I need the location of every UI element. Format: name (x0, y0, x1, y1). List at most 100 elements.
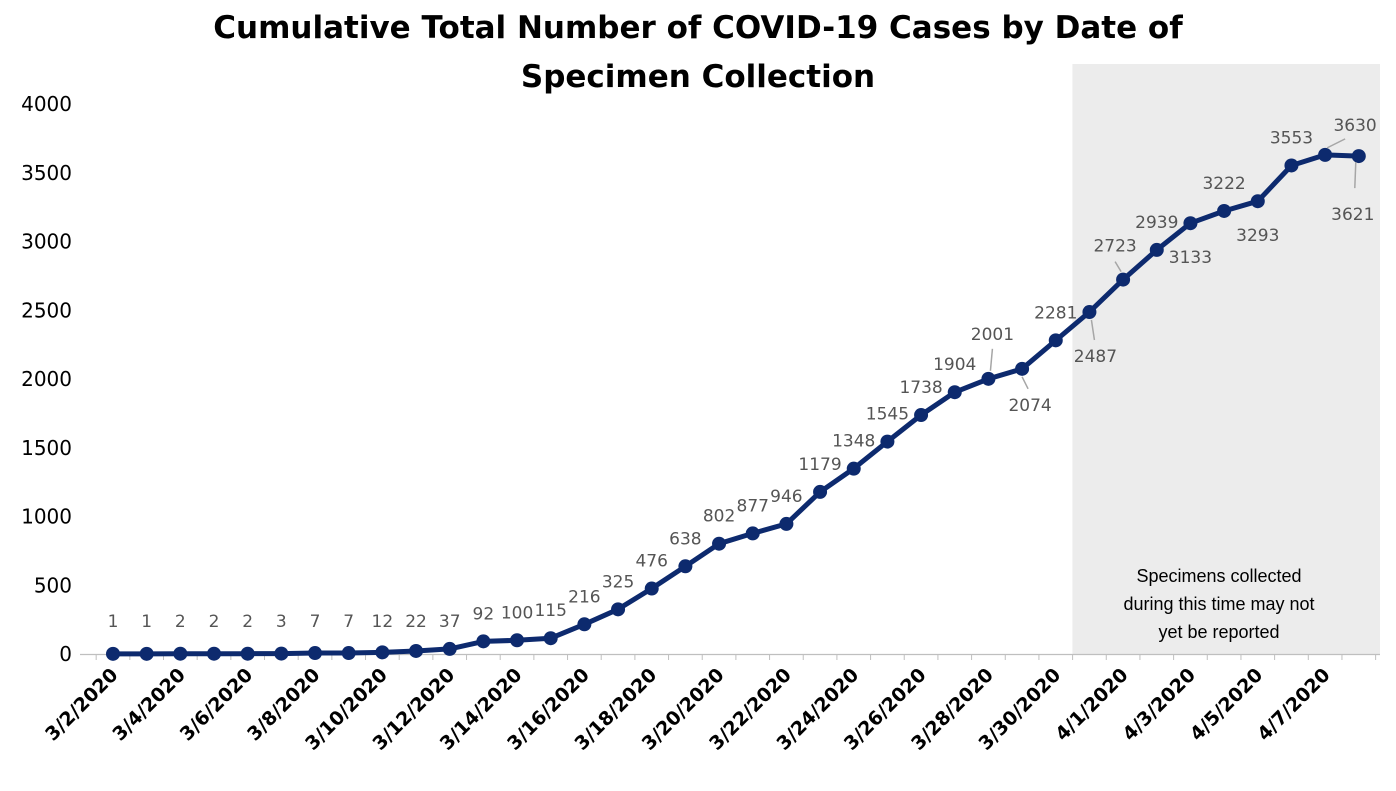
data-label: 216 (568, 587, 600, 607)
data-label: 3553 (1270, 128, 1313, 148)
data-label: 3222 (1202, 174, 1245, 194)
data-label: 3293 (1236, 226, 1279, 246)
data-point (644, 581, 659, 596)
data-label: 3630 (1333, 116, 1376, 136)
data-point (611, 602, 626, 617)
data-point (409, 643, 424, 658)
data-point (1082, 305, 1097, 320)
data-label: 2281 (1034, 303, 1077, 323)
data-point (476, 634, 491, 649)
data-label: 1348 (832, 432, 875, 452)
unreported-period-shading (1072, 64, 1380, 654)
data-label: 2001 (971, 325, 1014, 345)
data-point (981, 371, 996, 386)
data-label: 2723 (1093, 237, 1136, 257)
data-label: 22 (405, 612, 427, 632)
y-tick-label: 3000 (21, 230, 72, 254)
chart-title-line-2: Specimen Collection (521, 59, 875, 95)
y-axis-ticks: 0 500 1000 1500 2000 2500 3000 3500 4000 (21, 92, 72, 666)
data-label: 115 (534, 601, 566, 621)
y-tick-label: 3500 (21, 161, 72, 185)
data-point (173, 646, 188, 661)
data-point (678, 559, 693, 574)
data-label: 2 (209, 612, 220, 632)
leader-line (1021, 376, 1029, 390)
data-label: 2 (242, 612, 253, 632)
data-label: 1738 (899, 378, 942, 398)
data-label: 638 (669, 529, 701, 549)
data-point (1250, 194, 1265, 209)
data-label: 1 (108, 612, 119, 632)
data-point (1015, 361, 1030, 376)
data-point (308, 646, 323, 661)
y-tick-label: 2500 (21, 298, 72, 322)
data-point (510, 633, 525, 648)
series-cumulative-cases (106, 147, 1366, 661)
data-point (274, 646, 289, 661)
data-label: 92 (473, 604, 495, 624)
data-label: 946 (770, 487, 802, 507)
data-point (914, 408, 929, 423)
shaded-note-line-2: during this time may not (1123, 594, 1314, 614)
data-point (1048, 333, 1063, 348)
data-point (106, 646, 120, 661)
data-point (207, 646, 222, 661)
data-point (846, 461, 861, 476)
leader-line (1114, 261, 1122, 272)
data-point (375, 645, 390, 660)
data-point (745, 526, 760, 541)
data-point (139, 646, 154, 661)
data-point (543, 631, 558, 646)
data-point (1318, 147, 1333, 162)
shaded-note-line-3: yet be reported (1158, 622, 1279, 642)
data-point (813, 484, 828, 499)
shaded-note-line-1: Specimens collected (1136, 566, 1301, 586)
data-point (341, 646, 356, 661)
data-label: 3 (276, 612, 287, 632)
data-label: 1179 (798, 455, 841, 475)
data-label: 476 (635, 552, 667, 572)
y-tick-label: 1500 (21, 436, 72, 460)
y-tick-label: 4000 (21, 92, 72, 116)
y-tick-label: 2000 (21, 367, 72, 391)
y-tick-label: 500 (34, 573, 72, 597)
data-label: 2 (175, 612, 186, 632)
data-label: 7 (310, 612, 321, 632)
data-point (947, 385, 962, 400)
data-point (240, 646, 255, 661)
data-label: 2074 (1008, 396, 1051, 416)
data-point (880, 434, 895, 449)
y-tick-label: 0 (59, 642, 72, 666)
leader-line (1354, 162, 1357, 189)
data-labels: 1 1 2 2 2 3 7 7 12 22 37 92 100 115216325476638802877… (108, 116, 1377, 632)
data-label: 877 (737, 496, 769, 516)
data-label: 7 (343, 612, 354, 632)
data-point (712, 536, 727, 551)
data-label: 3133 (1169, 248, 1212, 268)
data-label: 802 (703, 507, 735, 527)
leader-line (989, 348, 994, 371)
data-point (1351, 149, 1366, 164)
data-point (442, 641, 457, 656)
data-label: 37 (439, 612, 461, 632)
data-label: 1 (141, 612, 152, 632)
data-label: 325 (602, 572, 634, 592)
data-point (1217, 203, 1232, 218)
data-point (577, 617, 592, 632)
data-point (779, 516, 794, 531)
data-label: 2487 (1074, 347, 1117, 367)
data-label: 3621 (1331, 205, 1374, 225)
data-point (1284, 158, 1299, 173)
data-point (1149, 242, 1164, 257)
data-label: 1904 (933, 355, 976, 375)
leader-line (1326, 138, 1346, 149)
chart-title-line-1: Cumulative Total Number of COVID-19 Case… (213, 10, 1183, 46)
y-tick-label: 1000 (21, 505, 72, 529)
data-label: 100 (501, 603, 533, 623)
data-point (1183, 216, 1198, 231)
data-label: 2939 (1135, 213, 1178, 233)
data-point (1116, 272, 1131, 287)
data-label: 12 (372, 612, 394, 632)
leader-line (1090, 319, 1096, 341)
